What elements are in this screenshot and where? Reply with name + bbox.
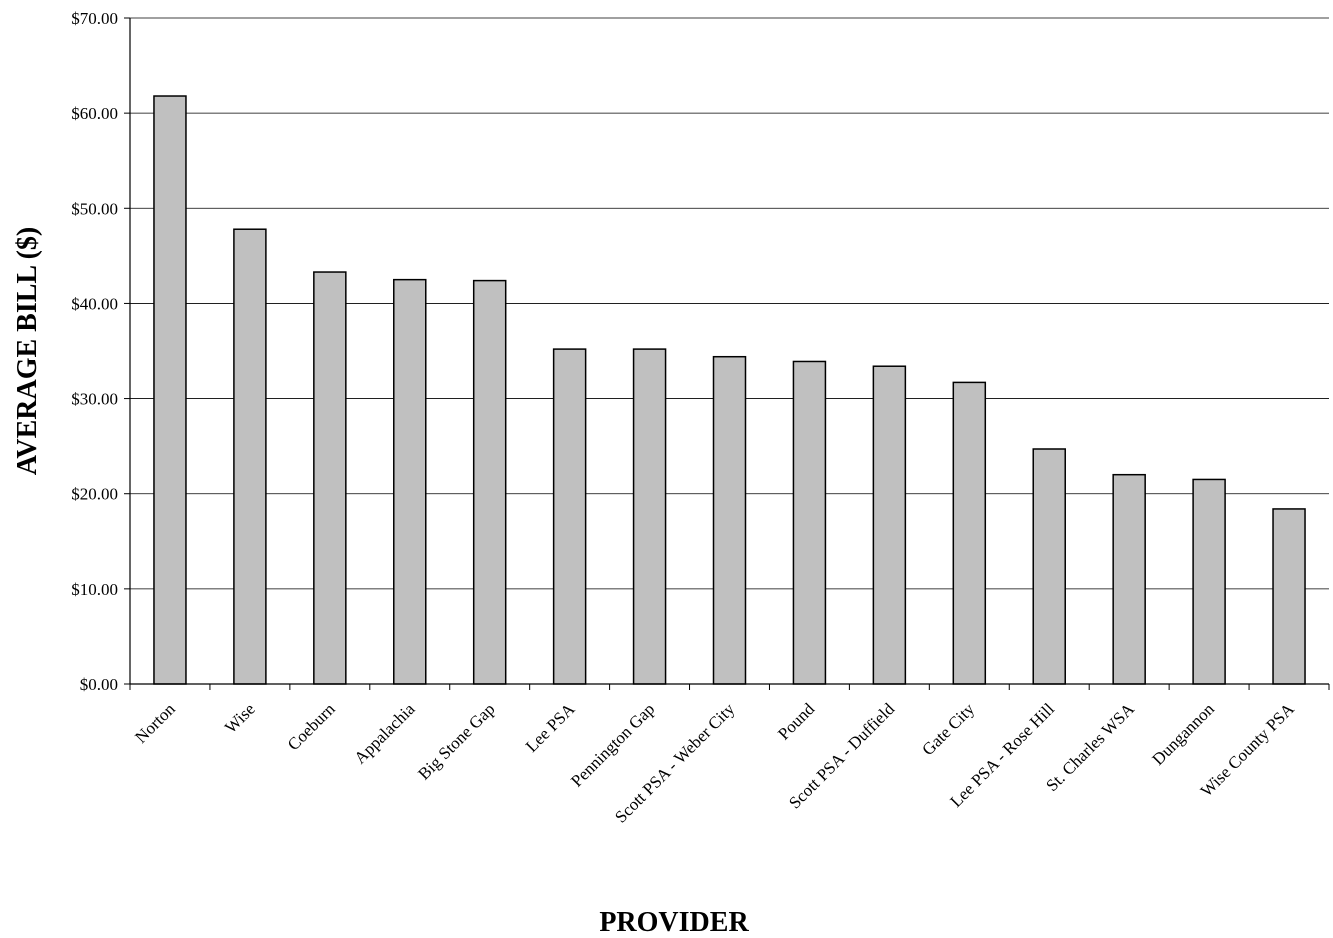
bar-st-charles-wsa [1112,473,1146,685]
x-tick-label: Norton [131,699,179,747]
x-tick-label: Gate City [918,699,978,759]
x-tick-label: Pound [774,699,819,744]
bar-pennington-gap [632,348,667,685]
y-axis-title: AVERAGE BILL ($) [12,227,43,475]
bar-norton [153,95,187,685]
x-tick-label: Wise [221,699,259,737]
y-tick-label: $50.00 [71,199,118,218]
y-tick-label: $70.00 [71,9,118,28]
bar-gate-city [952,381,987,685]
bar-lee-psa [552,348,587,685]
bar-dungannon [1192,478,1226,685]
bar-wise [233,228,267,685]
y-tick-label: $10.00 [71,580,118,599]
y-tick-label: $30.00 [71,390,118,409]
x-tick-label: Big Stone Gap [414,699,498,783]
bar-pound [792,360,827,685]
x-tick-label: Dungannon [1148,699,1218,769]
y-tick-label: $20.00 [71,485,118,504]
bar-scott-psa-duffield [872,365,907,685]
bar-lee-psa-rose-hill [1032,448,1066,685]
y-tick-labels: $0.00 $10.00 $20.00 $30.00 $40.00 $50.00 $60.0… [71,9,130,694]
x-tick-label: Lee PSA [522,699,579,756]
x-tick-label: Appalachia [350,699,418,767]
y-tick-label: $60.00 [71,104,118,123]
x-axis-title: PROVIDER [599,907,749,938]
bar-big-stone-gap [472,279,507,685]
y-tick-label: $0.00 [80,675,118,694]
x-tick-label: Pennington Gap [567,699,658,790]
x-tick-label: Coeburn [284,699,339,754]
bars [153,95,1306,685]
y-tick-label: $40.00 [71,294,118,313]
axes [129,18,1329,685]
bar-appalachia [393,278,427,685]
bar-wise-county-psa [1272,508,1306,685]
bar-coeburn [313,271,347,685]
bar-scott-psa-weber-city [712,355,747,685]
